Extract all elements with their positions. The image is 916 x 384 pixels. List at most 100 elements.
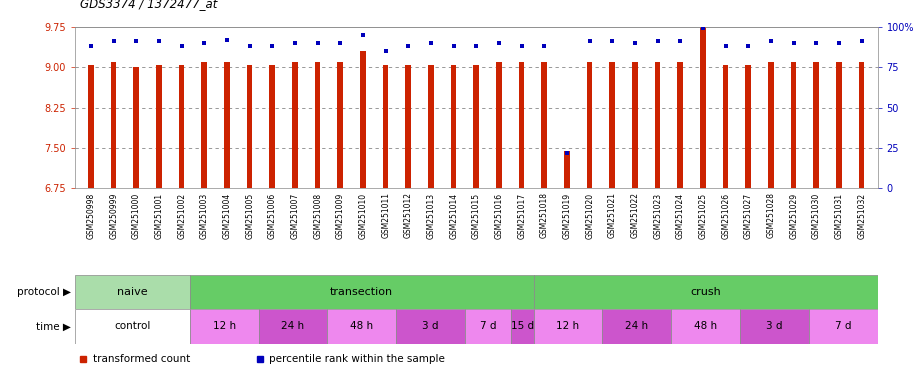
Text: GSM250998: GSM250998	[86, 192, 95, 239]
Text: naive: naive	[117, 287, 147, 297]
Text: transformed count: transformed count	[93, 354, 190, 364]
Text: 24 h: 24 h	[626, 321, 649, 331]
Bar	[474, 65, 479, 188]
Text: GSM251023: GSM251023	[653, 192, 662, 238]
Bar	[813, 62, 819, 188]
Bar	[88, 65, 93, 188]
Bar	[327, 309, 396, 344]
Text: GSM251032: GSM251032	[857, 192, 867, 238]
Text: GSM251030: GSM251030	[812, 192, 821, 239]
Bar	[75, 309, 190, 344]
Bar	[534, 309, 603, 344]
Text: 12 h: 12 h	[213, 321, 235, 331]
Bar	[655, 62, 660, 188]
Text: GSM251003: GSM251003	[200, 192, 209, 239]
Bar	[258, 309, 327, 344]
Bar	[723, 65, 728, 188]
Bar	[859, 62, 865, 188]
Bar	[700, 27, 706, 188]
Bar	[224, 62, 230, 188]
Bar	[156, 65, 162, 188]
Text: GSM251020: GSM251020	[585, 192, 594, 238]
Text: GSM251000: GSM251000	[132, 192, 141, 239]
Bar	[746, 65, 751, 188]
Bar	[451, 65, 456, 188]
Bar	[383, 65, 388, 188]
Text: time ▶: time ▶	[36, 321, 71, 331]
Bar	[75, 275, 190, 309]
Bar	[246, 65, 253, 188]
Text: GSM251016: GSM251016	[495, 192, 504, 238]
Text: transection: transection	[330, 287, 393, 297]
Bar	[464, 309, 511, 344]
Text: GSM251026: GSM251026	[721, 192, 730, 238]
Bar	[292, 62, 298, 188]
Bar	[496, 62, 502, 188]
Bar	[179, 65, 184, 188]
Text: GSM251008: GSM251008	[313, 192, 322, 238]
Text: GSM251031: GSM251031	[834, 192, 844, 238]
Bar	[337, 62, 344, 188]
Bar	[603, 309, 671, 344]
Text: GSM251017: GSM251017	[518, 192, 526, 238]
Text: 15 d: 15 d	[510, 321, 534, 331]
Bar	[315, 62, 321, 188]
Bar	[396, 309, 464, 344]
Bar	[202, 62, 207, 188]
Bar	[406, 65, 411, 188]
Bar	[541, 62, 547, 188]
Text: GSM251018: GSM251018	[540, 192, 549, 238]
Text: GSM251025: GSM251025	[699, 192, 707, 238]
Bar	[678, 62, 683, 188]
Bar	[190, 275, 534, 309]
Text: GSM251001: GSM251001	[155, 192, 163, 238]
Text: GSM251013: GSM251013	[427, 192, 435, 238]
Bar	[632, 62, 638, 188]
Text: GDS3374 / 1372477_at: GDS3374 / 1372477_at	[80, 0, 217, 10]
Text: control: control	[114, 321, 150, 331]
Bar	[791, 62, 797, 188]
Text: GSM251005: GSM251005	[245, 192, 254, 239]
Bar	[111, 62, 116, 188]
Text: GSM251029: GSM251029	[790, 192, 798, 238]
Text: GSM251006: GSM251006	[267, 192, 277, 239]
Text: GSM251007: GSM251007	[290, 192, 300, 239]
Text: GSM251010: GSM251010	[358, 192, 367, 238]
Text: 48 h: 48 h	[350, 321, 373, 331]
Bar	[511, 309, 534, 344]
Text: GSM251011: GSM251011	[381, 192, 390, 238]
Text: 7 d: 7 d	[480, 321, 496, 331]
Text: GSM251009: GSM251009	[336, 192, 344, 239]
Text: 48 h: 48 h	[694, 321, 717, 331]
Text: GSM251015: GSM251015	[472, 192, 481, 238]
Bar	[609, 62, 616, 188]
Bar	[587, 62, 593, 188]
Text: GSM251004: GSM251004	[223, 192, 232, 239]
Text: GSM251027: GSM251027	[744, 192, 753, 238]
Text: 3 d: 3 d	[766, 321, 782, 331]
Text: GSM251019: GSM251019	[562, 192, 572, 238]
Bar	[809, 309, 878, 344]
Text: 3 d: 3 d	[422, 321, 439, 331]
Bar	[740, 309, 809, 344]
Text: protocol ▶: protocol ▶	[16, 287, 71, 297]
Bar	[564, 151, 570, 188]
Bar	[269, 65, 275, 188]
Text: GSM251021: GSM251021	[608, 192, 616, 238]
Text: 24 h: 24 h	[281, 321, 304, 331]
Text: GSM251024: GSM251024	[676, 192, 685, 238]
Bar	[534, 275, 878, 309]
Text: 7 d: 7 d	[834, 321, 851, 331]
Text: crush: crush	[691, 287, 721, 297]
Text: GSM251002: GSM251002	[177, 192, 186, 238]
Text: GSM250999: GSM250999	[109, 192, 118, 239]
Text: GSM251028: GSM251028	[767, 192, 776, 238]
Text: GSM251014: GSM251014	[449, 192, 458, 238]
Text: GSM251022: GSM251022	[630, 192, 639, 238]
Bar	[190, 309, 258, 344]
Bar	[836, 62, 842, 188]
Bar	[518, 62, 525, 188]
Bar	[360, 51, 365, 188]
Bar	[769, 62, 774, 188]
Bar	[428, 65, 434, 188]
